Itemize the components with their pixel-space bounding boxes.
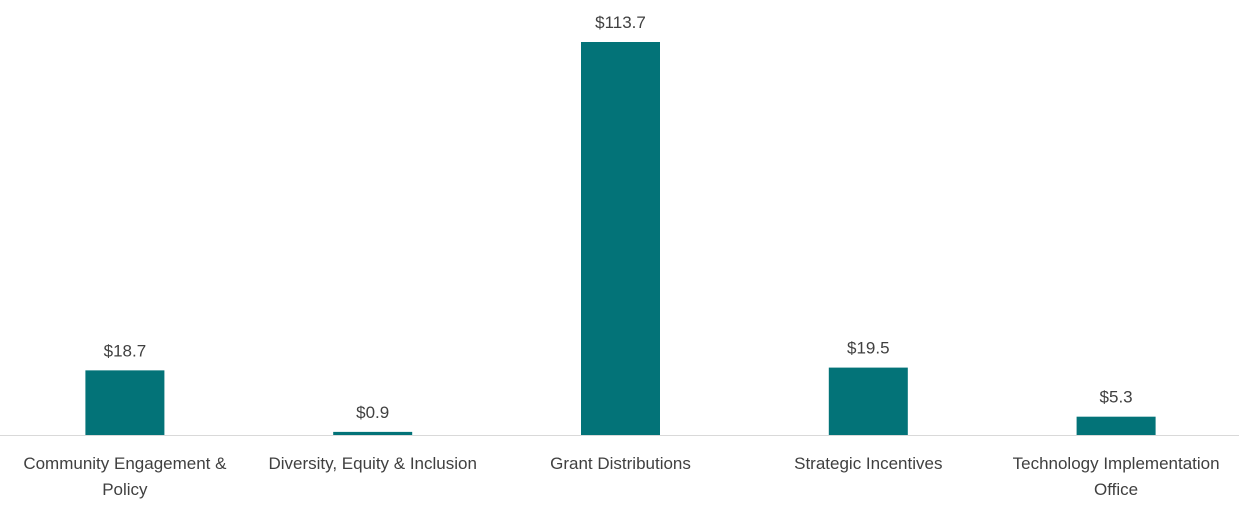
bar: [85, 370, 165, 435]
x-tick-label: Technology Implementation Office: [1012, 454, 1220, 499]
value-label: $18.7: [104, 341, 147, 360]
value-label: $113.7: [595, 13, 646, 32]
bar: [1076, 416, 1156, 435]
bar: [828, 367, 908, 435]
value-label: $5.3: [1100, 388, 1133, 407]
bar: [581, 42, 660, 435]
value-label: $19.5: [847, 339, 890, 358]
bar: [333, 431, 413, 435]
value-label: $0.9: [356, 403, 389, 422]
x-tick-label: Diversity, Equity & Inclusion: [268, 454, 477, 473]
x-tick-label: Grant Distributions: [550, 454, 691, 473]
x-tick-label: Community Engagement & Policy: [23, 454, 227, 499]
x-tick-label: Strategic Incentives: [794, 454, 943, 473]
